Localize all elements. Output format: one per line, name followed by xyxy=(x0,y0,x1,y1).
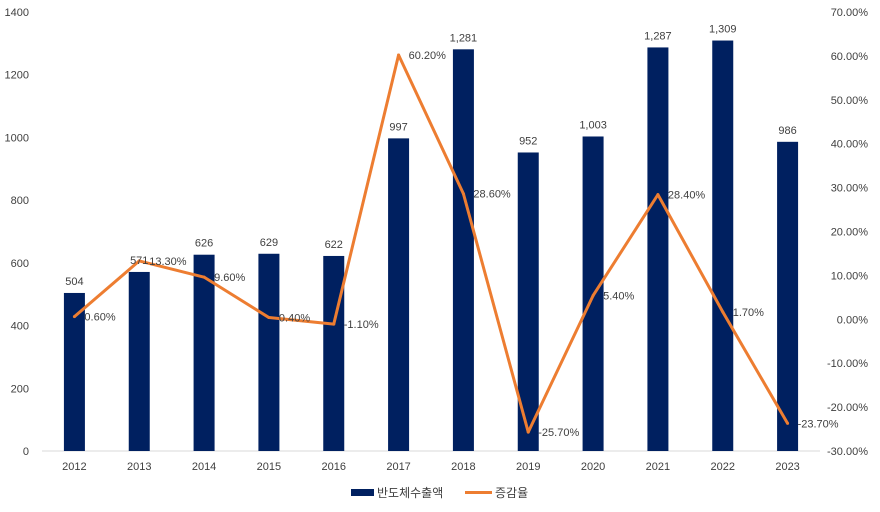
line-data-label: 28.40% xyxy=(668,190,706,202)
bar-2017 xyxy=(388,138,410,451)
left-axis-tick-label: 1400 xyxy=(5,7,29,19)
left-axis-tick-label: 800 xyxy=(11,195,29,207)
legend: 반도체수출액 증감율 xyxy=(351,486,528,500)
line-data-label: 0.40% xyxy=(279,313,310,325)
left-axis-tick-label: 1200 xyxy=(5,70,29,82)
left-axis-tick-label: 200 xyxy=(11,383,29,395)
line-point-2014 xyxy=(202,275,206,279)
bar-data-label: 629 xyxy=(260,237,278,249)
x-axis-tick-label: 2012 xyxy=(62,461,86,473)
right-axis-tick-label: -10.00% xyxy=(827,358,868,370)
bar-2019 xyxy=(517,152,539,452)
line-point-2023 xyxy=(786,421,790,425)
line-data-label: 0.60% xyxy=(84,312,115,324)
bar-data-label: 626 xyxy=(195,238,213,250)
bar-2023 xyxy=(777,141,799,451)
left-axis-tick-label: 0 xyxy=(23,446,29,458)
right-axis-tick-label: 20.00% xyxy=(831,227,869,239)
bar-data-label: 1,003 xyxy=(579,119,607,131)
x-axis-tick-label: 2017 xyxy=(386,461,410,473)
right-axis-tick-label: -30.00% xyxy=(827,446,868,458)
line-data-label: 28.60% xyxy=(473,189,511,201)
bar-data-label: 622 xyxy=(325,239,343,251)
bar-data-label: 952 xyxy=(519,135,537,147)
bar-2015 xyxy=(258,253,280,451)
bar-2016 xyxy=(323,255,345,451)
legend-label-export: 반도체수출액 xyxy=(377,486,443,500)
x-axis-tick-label: 2020 xyxy=(581,461,605,473)
line-point-2021 xyxy=(656,193,660,197)
line-point-2013 xyxy=(137,259,141,263)
x-axis-tick-label: 2013 xyxy=(127,461,151,473)
bar-2021 xyxy=(647,47,669,452)
line-point-2018 xyxy=(461,192,465,196)
line-data-label: -23.70% xyxy=(798,418,839,430)
right-axis-tick-label: 50.00% xyxy=(831,95,869,107)
x-axis-tick-label: 2021 xyxy=(646,461,670,473)
bar-2013 xyxy=(128,271,150,451)
x-axis-tick-label: 2022 xyxy=(711,461,735,473)
right-axis-tick-label: 0.00% xyxy=(837,314,868,326)
line-data-label: 1.70% xyxy=(733,307,764,319)
legend-bar-swatch xyxy=(351,489,374,496)
bar-2014 xyxy=(193,254,215,451)
right-axis-tick-label: 40.00% xyxy=(831,139,869,151)
right-axis-tick-label: 70.00% xyxy=(831,7,869,19)
right-axis-tick-label: 60.00% xyxy=(831,51,869,63)
bar-data-label: 571 xyxy=(130,255,148,267)
right-axis-tick-label: -20.00% xyxy=(827,402,868,414)
line-point-2019 xyxy=(526,430,530,434)
bar-2018 xyxy=(452,49,474,451)
line-data-label: 13.30% xyxy=(149,256,187,268)
right-axis-tick-label: 30.00% xyxy=(831,183,869,195)
line-point-2017 xyxy=(397,53,401,57)
line-data-label: 9.60% xyxy=(214,272,245,284)
bar-data-label: 1,309 xyxy=(709,24,737,36)
left-axis-tick-label: 400 xyxy=(11,321,29,333)
x-axis-tick-label: 2016 xyxy=(322,461,346,473)
line-point-2012 xyxy=(72,315,76,319)
bar-data-label: 1,287 xyxy=(644,30,672,42)
x-axis-tick-label: 2014 xyxy=(192,461,216,473)
bar-2012 xyxy=(63,292,85,451)
x-axis-tick-label: 2023 xyxy=(775,461,799,473)
line-point-2022 xyxy=(721,310,725,314)
right-axis-tick-label: 10.00% xyxy=(831,270,869,282)
x-axis-tick-label: 2019 xyxy=(516,461,540,473)
legend-label-growth: 증감율 xyxy=(495,486,528,500)
x-axis-tick-label: 2015 xyxy=(257,461,281,473)
growth-rate-line xyxy=(73,53,789,434)
bar-data-label: 997 xyxy=(389,121,407,133)
line-point-2015 xyxy=(267,316,271,320)
line-data-label: 5.40% xyxy=(603,291,634,303)
line-data-label: 60.20% xyxy=(409,50,447,62)
line-data-label: -1.10% xyxy=(344,319,379,331)
bar-2022 xyxy=(712,40,734,451)
line-point-2016 xyxy=(332,322,336,326)
x-axis-tick-label: 2018 xyxy=(451,461,475,473)
left-axis-tick-label: 1000 xyxy=(5,132,29,144)
line-point-2020 xyxy=(591,294,595,298)
line-data-label: -25.70% xyxy=(538,427,579,439)
left-axis-tick-label: 600 xyxy=(11,258,29,270)
bar-data-label: 504 xyxy=(65,276,83,288)
bar-data-label: 1,281 xyxy=(450,32,478,44)
bar-data-label: 986 xyxy=(778,125,796,137)
